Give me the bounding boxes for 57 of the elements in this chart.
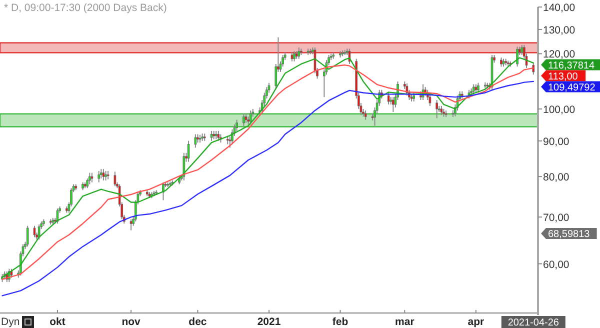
candlestick [217,130,220,142]
candlestick [472,84,475,95]
text: Dyn [1,316,20,328]
candlestick [249,110,252,126]
candlestick [298,46,300,60]
text: 2021-04-26 [508,318,560,328]
y-tick-label: 130,00 [543,24,576,36]
candlestick [38,224,40,240]
candlestick [100,168,102,179]
candlestick [162,182,164,201]
y-tick-label: 70,00 [543,212,570,224]
candlestick [293,50,296,62]
text: 113,00 [548,71,578,82]
text: 116,37814 [548,60,595,72]
candlestick [26,225,29,248]
x-tick-label: apr [468,316,484,328]
candlestick [114,171,116,187]
candlestick [33,225,36,238]
candlestick [436,100,438,119]
candlestick [364,110,367,120]
candlestick [130,218,132,231]
x-tick-label: 2021 [257,316,281,328]
x-tick-label: mar [395,316,414,328]
chart-title: * D, 09:00-17:30 (2000 Days Back) [4,2,167,14]
y-tick-label: 90,00 [543,136,570,148]
candlestick [90,172,94,183]
candlestick [516,46,518,68]
x-tick-label: dec [188,316,207,328]
x-tick-label: nov [122,316,141,328]
y-tick-label: 60,00 [543,258,570,271]
candlestick [520,44,524,56]
candlestick [98,170,100,183]
candlestick [477,82,480,94]
candlestick [104,170,107,181]
candlestick [387,92,390,105]
candlestick [56,208,59,224]
x-tick-label: feb [332,316,348,328]
y-tick-label: 120,00 [543,48,576,61]
candlestick [440,105,443,116]
candlestick [392,96,394,113]
x-tick-label: okt [50,316,66,328]
candlestick [182,152,186,181]
y-tick-label: 100,00 [543,104,576,116]
text: 109,49792 [548,82,596,94]
candlestick [428,94,432,106]
candlestick [187,140,190,162]
candlestick [102,168,105,181]
candlestick [210,130,213,142]
y-tick-label: 80,00 [543,172,570,184]
candlestick [194,134,197,148]
candlestick [500,57,502,68]
y-tick-label: 140,00 [543,2,576,14]
candlestick [244,113,248,124]
candlestick [532,62,535,76]
candlestick [88,172,91,185]
text: 68,59813 [548,229,590,240]
candlestick [242,113,245,127]
